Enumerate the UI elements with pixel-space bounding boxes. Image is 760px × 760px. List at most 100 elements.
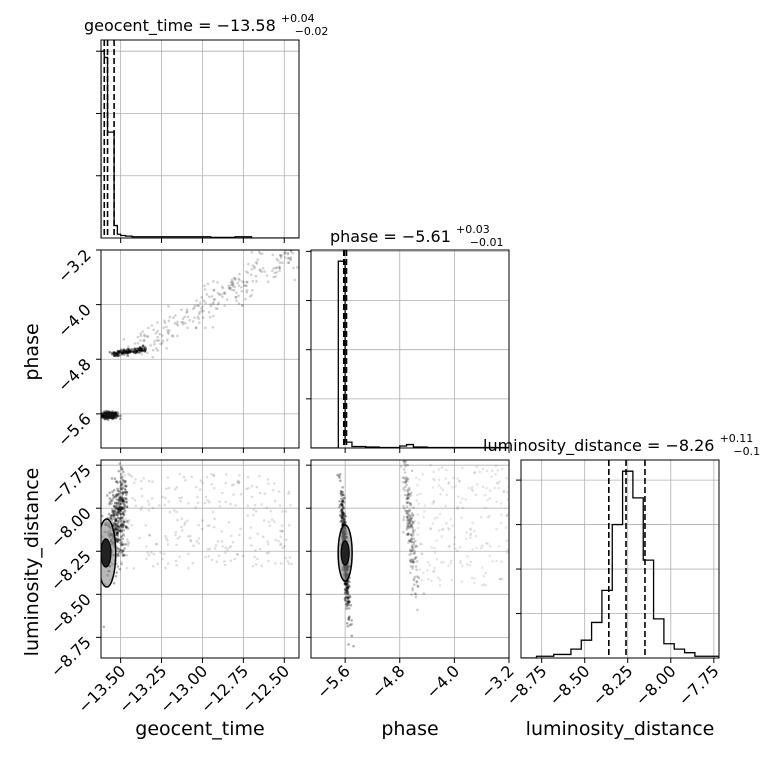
xlabel-phase: phase <box>381 718 438 740</box>
sample-point <box>186 315 190 319</box>
sample-point <box>279 535 283 538</box>
sample-point <box>122 348 126 352</box>
sample-point <box>116 354 120 357</box>
sample-point <box>344 583 348 587</box>
sample-point <box>138 536 141 540</box>
sample-point <box>122 542 126 546</box>
sample-point <box>407 524 410 528</box>
sample-point <box>408 518 411 522</box>
sample-point <box>114 480 118 483</box>
sample-point <box>452 542 456 546</box>
sample-point <box>500 560 503 563</box>
tick-label-phase: −3.2 <box>54 245 95 286</box>
sample-point <box>250 250 254 254</box>
panel-luminosity-distance-vs-luminosity-distance: −8.75−8.50−8.25−8.00−7.75 <box>502 459 723 709</box>
sample-point <box>116 492 119 496</box>
sample-point <box>198 312 201 316</box>
sample-point <box>111 508 114 512</box>
sample-point <box>336 473 339 477</box>
sample-point <box>341 485 344 489</box>
sample-point <box>341 504 344 508</box>
sample-point <box>115 532 119 536</box>
sample-point <box>234 504 237 507</box>
sample-point <box>408 502 411 505</box>
sample-point <box>447 481 451 484</box>
sample-point <box>154 331 158 335</box>
sample-point <box>232 483 236 486</box>
sample-point <box>500 577 504 581</box>
sample-point <box>125 498 129 502</box>
sample-point <box>347 643 350 646</box>
sample-point <box>190 475 194 479</box>
sample-point <box>414 544 417 547</box>
sample-point <box>172 316 175 320</box>
sample-point <box>342 493 345 497</box>
sample-point <box>121 351 124 355</box>
sample-point <box>253 503 257 507</box>
sample-point <box>112 509 115 513</box>
sample-point <box>493 486 497 490</box>
sample-point <box>188 534 192 538</box>
sample-point <box>289 257 293 261</box>
sample-point <box>482 574 486 578</box>
sample-point <box>223 292 227 295</box>
sample-point <box>151 480 154 484</box>
sample-point <box>269 509 273 513</box>
sample-point <box>412 577 416 581</box>
sample-point <box>114 495 118 498</box>
sample-point <box>164 566 167 570</box>
sample-point <box>184 322 187 325</box>
sample-point <box>230 283 233 287</box>
sample-point <box>121 349 125 353</box>
sample-point <box>178 555 181 558</box>
gridlines <box>521 460 719 658</box>
sample-point <box>200 309 203 313</box>
sample-point <box>249 526 253 529</box>
sample-point <box>341 514 344 518</box>
sample-point <box>342 520 346 524</box>
sample-point <box>278 265 281 268</box>
panel-frame <box>100 249 300 449</box>
sample-point <box>143 349 147 353</box>
sample-point <box>274 562 277 565</box>
sample-point <box>412 560 416 564</box>
sample-point <box>410 516 414 520</box>
sample-point <box>175 563 178 567</box>
sample-point <box>120 543 123 547</box>
sample-point <box>411 543 414 547</box>
sample-point <box>113 527 117 531</box>
sample-point <box>486 516 490 519</box>
sample-point <box>115 533 118 537</box>
sample-point <box>341 517 345 520</box>
sample-point <box>123 503 126 507</box>
sample-point <box>341 516 345 520</box>
sample-point <box>346 583 349 587</box>
sample-point <box>159 551 162 554</box>
sample-point <box>407 518 410 522</box>
sample-point <box>454 547 457 550</box>
sample-point <box>176 518 179 522</box>
sample-point <box>118 549 122 553</box>
tick-label-luminosity-distance: −8.00 <box>632 661 680 709</box>
sample-point <box>237 277 240 281</box>
sample-point <box>410 469 414 473</box>
sample-point <box>114 518 118 521</box>
xlabel-geocent-time: geocent_time <box>135 718 264 740</box>
sample-point <box>411 548 414 551</box>
sample-point <box>483 493 487 497</box>
sample-point <box>204 301 207 305</box>
sample-point <box>211 326 215 329</box>
sample-point <box>121 498 124 501</box>
sample-point <box>138 350 142 354</box>
sample-point <box>439 560 443 564</box>
sample-point <box>212 280 215 283</box>
sample-point <box>173 488 177 491</box>
sample-point <box>115 522 118 526</box>
sample-point <box>127 349 131 352</box>
sample-point <box>408 521 411 524</box>
sample-point <box>109 514 113 518</box>
sample-point <box>223 563 227 567</box>
sample-point <box>117 510 120 514</box>
sample-point <box>276 259 280 262</box>
sample-point <box>280 510 284 513</box>
